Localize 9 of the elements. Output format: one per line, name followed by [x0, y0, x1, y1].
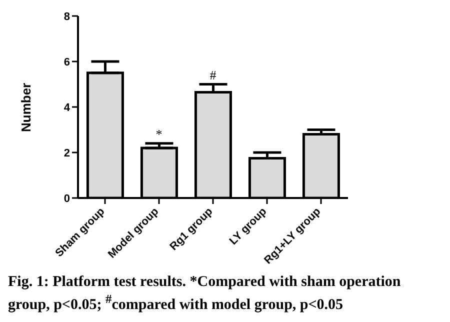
- y-tick-label: 4: [64, 102, 71, 114]
- annotation: #: [210, 67, 217, 82]
- y-tick-label: 2: [64, 147, 70, 160]
- y-tick-label: 0: [64, 192, 70, 205]
- y-tick-label: 8: [64, 10, 70, 23]
- annotation: *: [156, 126, 162, 142]
- caption: Fig. 1: Platform test results. *Compared with sham operation group, p<0.05; $^{#}$compared with model group, p<0.05: [8, 274, 402, 314]
- y-tick-label: 6: [64, 56, 70, 68]
- y-axis-title: Number: [18, 82, 34, 132]
